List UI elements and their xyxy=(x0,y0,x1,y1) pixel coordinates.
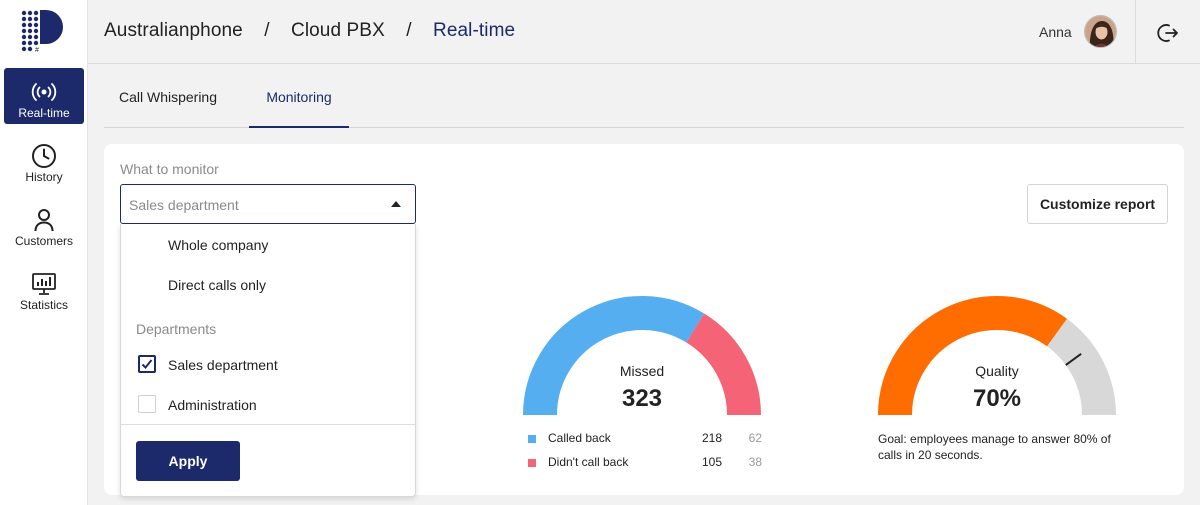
quality-goal-text: Goal: employees manage to answer 80% of … xyxy=(878,432,1111,462)
chart-monitor-icon xyxy=(32,273,56,295)
departments-section-title: Departments xyxy=(136,321,217,337)
monitor-select[interactable]: Sales department xyxy=(120,184,416,224)
monitor-label: What to monitor xyxy=(120,161,219,177)
missed-title: Missed xyxy=(619,363,665,379)
customize-report-button[interactable]: Customize report xyxy=(1027,184,1168,224)
sidebar-item-label: Real-time xyxy=(18,106,70,120)
sidebar-item-customers[interactable]: Customers xyxy=(4,196,84,252)
breadcrumb: Australianphone / Cloud PBX / Real-time xyxy=(104,20,515,42)
legend-swatch-called-back xyxy=(528,435,536,443)
top-header: Australianphone / Cloud PBX / Real-time … xyxy=(88,0,1200,64)
option-direct-calls-only[interactable]: Direct calls only xyxy=(168,277,267,293)
monitor-dropdown: Whole company Direct calls only Departme… xyxy=(120,224,416,497)
legend-count-not-called-back: 105 xyxy=(701,455,722,469)
breadcrumb-current: Real-time xyxy=(433,20,516,41)
department-label-administration[interactable]: Administration xyxy=(168,397,257,413)
sidebar-item-statistics[interactable]: Statistics xyxy=(4,260,84,316)
svg-text:#: # xyxy=(35,47,39,54)
quality-title: Quality xyxy=(975,363,1019,379)
broadcast-icon xyxy=(31,83,57,101)
sidebar-item-label: Statistics xyxy=(19,298,68,312)
legend-swatch-not-called-back xyxy=(528,459,536,467)
department-label-sales[interactable]: Sales department xyxy=(168,357,278,373)
legend-count-called-back: 218 xyxy=(701,431,722,445)
tab-monitoring[interactable]: Monitoring xyxy=(249,64,349,128)
option-whole-company[interactable]: Whole company xyxy=(168,237,269,253)
quality-arc-fill xyxy=(878,296,1067,416)
logout-icon[interactable] xyxy=(1156,21,1180,45)
missed-value: 323 xyxy=(621,385,663,412)
breadcrumb-separator: / xyxy=(264,20,270,41)
missed-arc-not-called-back xyxy=(685,313,761,416)
checkbox-sales-department[interactable] xyxy=(138,355,156,373)
apply-button[interactable]: Apply xyxy=(136,441,240,481)
user-name[interactable]: Anna xyxy=(1039,24,1072,40)
sidebar-item-history[interactable]: History xyxy=(4,132,84,188)
sidebar-item-real-time[interactable]: Real-time xyxy=(4,68,84,124)
company-logo: # xyxy=(21,10,63,54)
header-divider xyxy=(1135,0,1136,64)
legend-secondary-not-called-back: 38 xyxy=(748,455,762,469)
breadcrumb-item[interactable]: Australianphone xyxy=(104,20,243,41)
tab-bar: Call Whispering Monitoring xyxy=(104,64,1184,128)
caret-up-icon xyxy=(391,201,401,207)
legend-label-not-called-back: Didn't call back xyxy=(548,455,629,469)
sidebar-item-label: Customers xyxy=(14,234,73,248)
checkbox-administration[interactable] xyxy=(138,395,156,413)
quality-gauge xyxy=(878,296,1116,416)
breadcrumb-item[interactable]: Cloud PBX xyxy=(291,20,385,41)
quality-goal-marker xyxy=(1065,353,1082,366)
dropdown-divider xyxy=(121,424,415,425)
person-icon xyxy=(34,209,54,232)
tab-call-whispering[interactable]: Call Whispering xyxy=(118,89,218,105)
legend-secondary-called-back: 62 xyxy=(748,431,762,445)
avatar-image xyxy=(1085,16,1116,47)
missed-gauge xyxy=(523,296,761,416)
breadcrumb-separator: / xyxy=(406,20,412,41)
avatar[interactable] xyxy=(1084,15,1117,48)
legend-label-called-back: Called back xyxy=(548,431,611,445)
missed-arc-called-back xyxy=(523,296,705,416)
sidebar: # Real-time History Customers xyxy=(0,0,88,505)
clock-icon xyxy=(32,144,56,168)
check-icon xyxy=(141,359,153,369)
sidebar-item-label: History xyxy=(25,170,63,184)
quality-value: 70% xyxy=(972,385,1022,412)
monitor-select-value: Sales department xyxy=(129,197,239,213)
